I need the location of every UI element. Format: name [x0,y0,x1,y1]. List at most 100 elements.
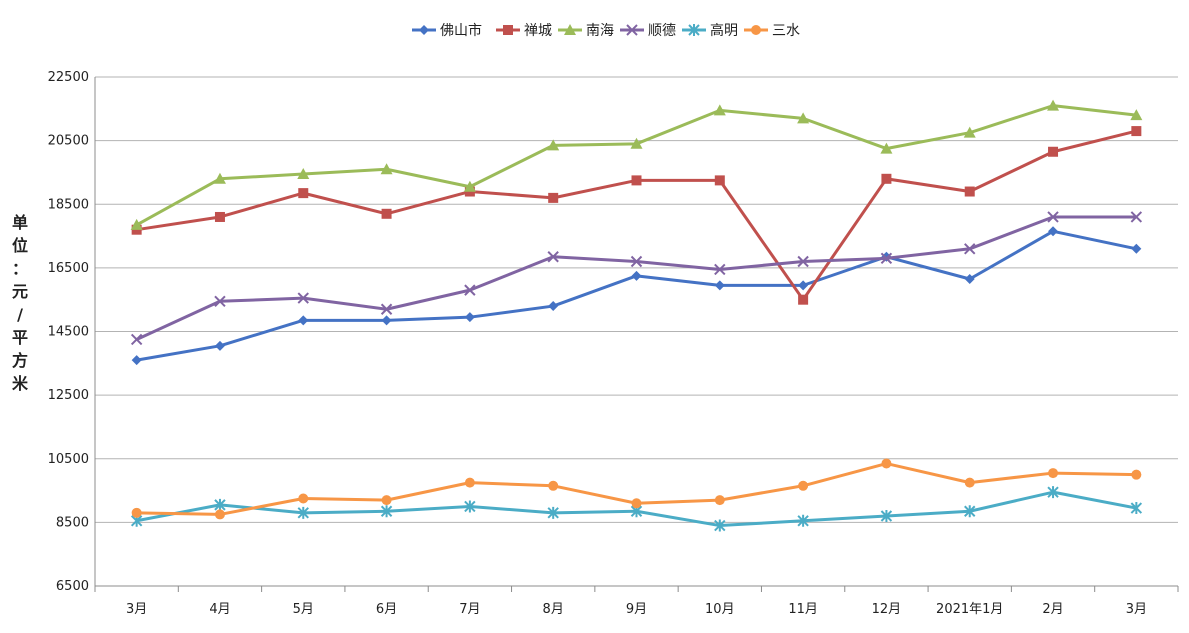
legend-item: 禅城 [496,23,552,39]
data-point [630,255,643,268]
data-point [626,24,638,36]
data-point [419,25,429,35]
data-point [797,255,809,268]
data-point [1131,469,1142,480]
x-tick-labels: 3月 4月 5月 6月 7月 8月 9月 10月 11月 12月 2021年1月 2月 3月 [126,602,1147,617]
data-point [1048,226,1059,237]
x-tick-label: 10月 [705,602,735,617]
data-point [380,505,393,518]
y-tick-label: 10500 [48,452,89,467]
x-tick-label: 3月 [1126,602,1147,617]
x-tick-label: 5月 [293,602,314,617]
data-point [714,175,725,186]
legend-item: 佛山市 [412,22,482,39]
legend-item: 三水 [744,23,800,39]
y-tick-label: 22500 [48,70,89,85]
data-point [214,498,226,511]
y-label-char: 位 [12,236,28,255]
data-point [964,477,975,488]
x-tick-label: 3月 [126,602,147,617]
data-point [464,500,476,513]
data-point [714,263,726,276]
data-point [881,173,892,184]
y-label-char: 米 [12,374,29,393]
y-tick-labels: 6500 8500 10500 12500 14500 16500 18500 20500 22… [48,70,89,594]
legend-label: 南海 [586,23,614,39]
data-point [130,333,143,346]
data-point [881,458,892,469]
series-3 [130,99,1143,230]
data-point [381,208,392,219]
y-axis-label: 单位 ： 元 / 平方米 [12,213,29,393]
legend-label: 佛山市 [440,22,482,39]
y-label-char: ： [12,259,28,278]
legend-label: 禅城 [524,23,552,39]
legend-label: 高明 [710,22,738,39]
data-point [1130,109,1143,121]
data-point [631,270,642,281]
x-tick-label: 2021年1月 [936,602,1003,617]
data-point [1130,211,1143,223]
data-point [798,480,809,491]
data-point [381,495,392,506]
series-group [130,99,1143,532]
x-tick-label: 6月 [376,602,397,617]
data-point [880,252,893,265]
data-point [297,506,309,519]
y-tick-label: 18500 [48,197,89,212]
y-tick-label: 20500 [48,134,89,149]
data-point [547,251,559,263]
data-point [380,303,393,315]
y-label-char: 元 [12,282,28,301]
data-point [630,137,643,149]
data-point [297,168,310,180]
data-point [751,25,761,35]
data-point [688,24,700,36]
data-point [548,301,559,312]
y-tick-label: 8500 [56,515,89,530]
data-point [131,507,142,518]
data-point [714,519,726,532]
data-point [631,175,642,186]
series-5 [130,486,1143,532]
x-tick-label: 4月 [209,602,230,617]
data-point [297,292,309,304]
data-point [547,506,559,519]
data-point [213,172,226,184]
data-point [963,126,976,138]
data-point [880,142,893,154]
series-6 [131,458,1142,520]
data-point [214,295,226,307]
data-point [214,509,225,520]
x-tick-label: 8月 [543,602,564,617]
data-point [463,180,476,192]
data-point [1047,486,1059,499]
y-tick-label: 14500 [48,325,89,340]
y-tick-label: 6500 [56,579,89,594]
data-point [214,211,225,222]
data-point [1131,243,1142,254]
data-point [631,498,642,509]
axes [94,77,1179,592]
y-label-char: / [17,305,23,324]
data-point [964,243,976,255]
data-point [798,280,809,291]
data-point [964,186,975,197]
x-tick-label: 12月 [872,602,902,617]
legend-item: 顺德 [620,23,676,39]
data-point [130,218,143,230]
data-point [214,340,225,351]
data-point [1048,146,1059,157]
data-point [381,315,392,326]
series-4 [130,211,1143,346]
x-tick-label: 7月 [459,602,480,617]
legend-item: 南海 [558,23,614,39]
data-point [131,355,142,366]
legend: 佛山市 禅城 南海 顺德 高明 三水 [412,22,800,39]
data-point [548,480,559,491]
data-point [964,274,975,285]
x-tick-label: 11月 [788,602,818,617]
legend-label: 顺德 [648,23,676,39]
data-point [464,284,476,296]
